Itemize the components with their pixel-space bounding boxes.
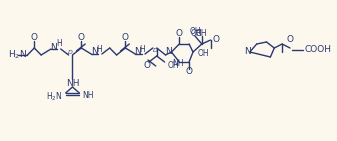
Text: H$_2$N: H$_2$N	[46, 91, 63, 103]
Text: O: O	[78, 34, 85, 42]
Text: N: N	[244, 48, 251, 57]
Text: H$_2$N: H$_2$N	[8, 49, 27, 61]
Text: N: N	[91, 48, 97, 57]
Text: OH: OH	[196, 28, 208, 38]
Text: COOH: COOH	[305, 46, 332, 55]
Text: O: O	[122, 34, 129, 42]
Text: H: H	[56, 39, 62, 49]
Text: O: O	[31, 34, 38, 42]
Text: O: O	[212, 36, 219, 45]
Text: D: D	[152, 49, 157, 53]
Text: OH: OH	[198, 49, 210, 59]
Text: O: O	[144, 60, 150, 70]
Text: H: H	[96, 45, 102, 53]
Text: OH: OH	[189, 27, 201, 37]
Text: D: D	[68, 49, 73, 55]
Text: N: N	[165, 48, 172, 57]
Text: NH: NH	[82, 92, 94, 101]
Text: OH: OH	[191, 29, 203, 38]
Text: O: O	[186, 68, 192, 77]
Text: OH: OH	[167, 60, 179, 70]
Text: O: O	[176, 29, 183, 38]
Text: N: N	[51, 42, 57, 51]
Text: NH: NH	[66, 79, 79, 88]
Text: H: H	[139, 45, 145, 53]
Text: N: N	[134, 48, 141, 57]
Text: O: O	[286, 36, 294, 45]
Text: NH: NH	[173, 59, 184, 68]
